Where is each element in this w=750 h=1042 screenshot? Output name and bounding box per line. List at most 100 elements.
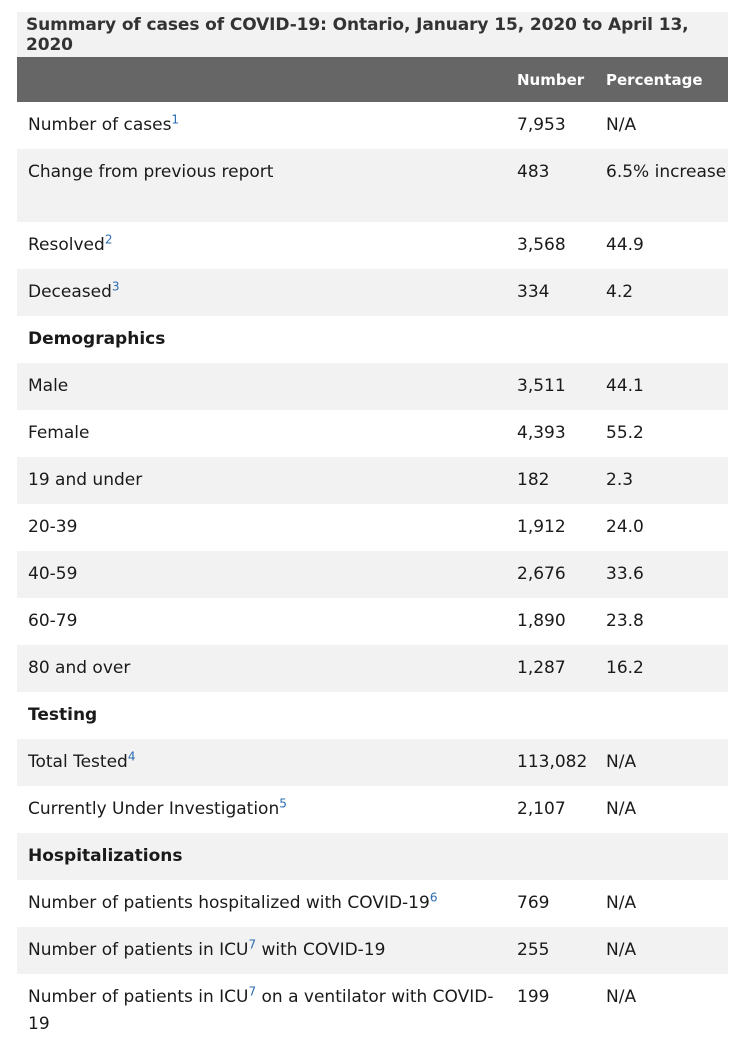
table-row: 60-79 1,890 23.8: [17, 598, 728, 645]
row-label-text: 60-79: [28, 611, 78, 631]
row-label-cell: Number of cases1: [17, 102, 508, 149]
row-label-cell: Number of patients hospitalized with COV…: [17, 880, 508, 927]
number-cell: 1,890: [517, 611, 566, 631]
row-label-text: with COVID-19: [256, 940, 386, 960]
section-header-label: Hospitalizations: [17, 833, 508, 880]
row-label-text: Total Tested: [28, 752, 128, 772]
footnote-link[interactable]: 2: [104, 232, 113, 247]
table-row: Number of patients in ICU7 with COVID-19…: [17, 927, 728, 974]
table-row: Number of patients hospitalized with COV…: [17, 880, 728, 927]
row-label-text: Currently Under Investigation: [28, 799, 280, 819]
footnote-link[interactable]: 3: [111, 279, 120, 294]
covid-summary-table-container: Summary of cases of COVID-19: Ontario, J…: [17, 12, 728, 1038]
row-label-text: Female: [28, 423, 90, 443]
row-label-cell: Number of patients in ICU7 on a ventilat…: [17, 974, 508, 1038]
table-body: Number of cases1 7,953 N/A Change from prev…: [17, 102, 728, 1038]
percentage-cell: N/A: [606, 893, 637, 913]
table-row: Resolved2 3,568 44.9: [17, 222, 728, 269]
table-row: Number of cases1 7,953 N/A: [17, 102, 728, 149]
percentage-cell: [597, 833, 728, 880]
number-cell: 334: [517, 282, 550, 302]
footnote-link[interactable]: 5: [279, 796, 287, 811]
row-label-cell: Male: [17, 363, 508, 410]
number-cell: 769: [517, 893, 550, 913]
number-cell: 1,287: [517, 658, 566, 678]
row-label-cell: 19 and under: [17, 457, 508, 504]
table-row: 80 and over 1,287 16.2: [17, 645, 728, 692]
section-title: Demographics: [28, 329, 166, 349]
table-row: 20-39 1,912 24.0: [17, 504, 728, 551]
row-label-text: 80 and over: [28, 658, 131, 678]
percentage-cell: N/A: [606, 115, 637, 135]
section-header-label: Testing: [17, 692, 508, 739]
row-label-cell: Number of patients in ICU7 with COVID-19: [17, 927, 508, 974]
row-label-text: Number of patients hospitalized with COV…: [28, 893, 430, 913]
number-cell: 199: [517, 987, 550, 1007]
percentage-cell: N/A: [606, 940, 637, 960]
row-label-cell: Change from previous report: [17, 149, 508, 222]
percentage-cell: 55.2: [606, 423, 644, 443]
table-header-row: Number Percentage: [17, 57, 728, 102]
number-cell: [508, 316, 597, 363]
row-label-text: 19 and under: [28, 470, 143, 490]
row-label-cell: Deceased3: [17, 269, 508, 316]
table-row: Female 4,393 55.2: [17, 410, 728, 457]
percentage-cell: [597, 316, 728, 363]
row-label-cell: Resolved2: [17, 222, 508, 269]
footnote-link[interactable]: 7: [248, 984, 257, 999]
number-cell: 182: [517, 470, 550, 490]
row-label-text: Deceased: [28, 282, 112, 302]
table-row: 19 and under 182 2.3: [17, 457, 728, 504]
row-label-text: on a ventilator with COVID-19: [28, 987, 494, 1034]
number-cell: 4,393: [517, 423, 566, 443]
table-row: Total Tested4 113,082 N/A: [17, 739, 728, 786]
covid-summary-table: Number Percentage Number of cases1 7,953 N…: [17, 57, 728, 1038]
number-cell: 255: [517, 940, 550, 960]
footnote-link[interactable]: 4: [127, 749, 136, 764]
percentage-cell: [597, 692, 728, 739]
section-title: Hospitalizations: [28, 846, 183, 866]
percentage-cell: 44.1: [606, 376, 644, 396]
number-cell: 113,082: [517, 752, 588, 772]
section-header-label: Demographics: [17, 316, 508, 363]
percentage-cell: 4.2: [606, 282, 634, 302]
number-cell: 3,511: [517, 376, 566, 396]
row-label-text: Resolved: [28, 235, 105, 255]
table-caption: Summary of cases of COVID-19: Ontario, J…: [17, 12, 728, 57]
row-label-cell: 40-59: [17, 551, 508, 598]
percentage-cell: 44.9: [606, 235, 644, 255]
percentage-cell: 33.6: [606, 564, 644, 584]
percentage-cell: N/A: [606, 752, 637, 772]
percentage-cell: 24.0: [606, 517, 644, 537]
table-row: Male 3,511 44.1: [17, 363, 728, 410]
row-label-text: Number of cases: [28, 115, 172, 135]
row-label-cell: 60-79: [17, 598, 508, 645]
row-label-cell: 80 and over: [17, 645, 508, 692]
column-header-number: Number: [517, 70, 585, 89]
row-label-cell: Total Tested4: [17, 739, 508, 786]
number-cell: [508, 692, 597, 739]
percentage-cell: 23.8: [606, 611, 644, 631]
footnote-link[interactable]: 6: [429, 890, 438, 905]
table-row: Number of patients in ICU7 on a ventilat…: [17, 974, 728, 1038]
number-cell: [508, 833, 597, 880]
table-row: Deceased3 334 4.2: [17, 269, 728, 316]
percentage-cell: 2.3: [606, 470, 634, 490]
row-label-text: Change from previous report: [28, 162, 274, 182]
row-label-text: 40-59: [28, 564, 78, 584]
footnote-link[interactable]: 1: [171, 112, 180, 127]
section-title: Testing: [28, 705, 98, 725]
number-cell: 2,676: [517, 564, 566, 584]
number-cell: 3,568: [517, 235, 566, 255]
number-cell: 7,953: [517, 115, 566, 135]
section-header-row: Demographics: [17, 316, 728, 363]
table-row: 40-59 2,676 33.6: [17, 551, 728, 598]
percentage-cell: 6.5% increase: [606, 162, 727, 182]
percentage-cell: N/A: [606, 987, 637, 1007]
number-cell: 2,107: [517, 799, 566, 819]
number-cell: 483: [517, 162, 550, 182]
footnote-link[interactable]: 7: [248, 937, 257, 952]
row-label-cell: Female: [17, 410, 508, 457]
row-label-text: Number of patients in ICU: [28, 987, 249, 1007]
percentage-cell: N/A: [606, 799, 637, 819]
